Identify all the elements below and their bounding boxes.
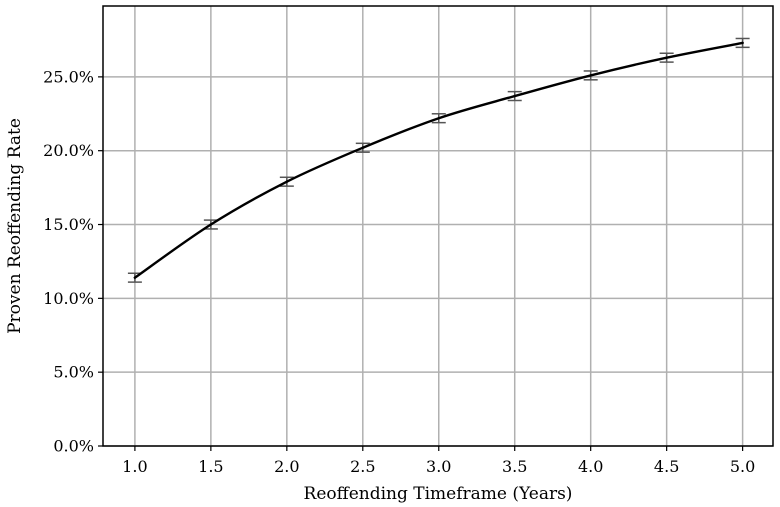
y-tick-label: 0.0%	[53, 437, 94, 456]
y-tick-labels: 0.0% 5.0% 10.0% 15.0% 20.0% 25.0%	[43, 67, 94, 455]
data-point	[513, 94, 516, 98]
data-point	[665, 56, 668, 59]
x-tick-label: 4.5	[654, 457, 679, 476]
data-point	[361, 146, 364, 149]
y-tick-label: 10.0%	[43, 289, 94, 308]
data-point	[437, 117, 440, 120]
x-tick-label: 4.0	[578, 457, 603, 476]
x-axis-title: Reoffending Timeframe (Years)	[304, 484, 573, 504]
grid-lines	[103, 6, 773, 447]
axis-ticks	[98, 76, 744, 451]
y-tick-label: 5.0%	[53, 363, 94, 382]
x-tick-label: 2.0	[274, 457, 299, 476]
x-tick-label: 5.0	[730, 457, 755, 476]
x-tick-label: 3.5	[502, 457, 527, 476]
y-axis-title: Proven Reoffending Rate	[5, 118, 25, 334]
data-point	[741, 41, 744, 45]
y-tick-label: 25.0%	[43, 67, 94, 86]
plot-frame	[102, 5, 774, 447]
x-tick-labels: 1.0 1.5 2.0 2.5 3.0 3.5 4.0 4.5 5.0	[122, 457, 755, 476]
data-point	[133, 276, 137, 279]
x-tick-label: 3.0	[426, 457, 451, 476]
data-point	[589, 74, 592, 77]
series-line-group	[133, 41, 744, 279]
x-tick-label: 1.0	[122, 457, 147, 476]
data-point	[285, 180, 289, 183]
series-line	[133, 41, 744, 279]
y-tick-label: 15.0%	[43, 215, 94, 234]
x-tick-label: 1.5	[198, 457, 223, 476]
y-tick-label: 20.0%	[43, 141, 94, 160]
x-tick-label: 2.5	[350, 457, 375, 476]
data-point	[209, 223, 213, 226]
